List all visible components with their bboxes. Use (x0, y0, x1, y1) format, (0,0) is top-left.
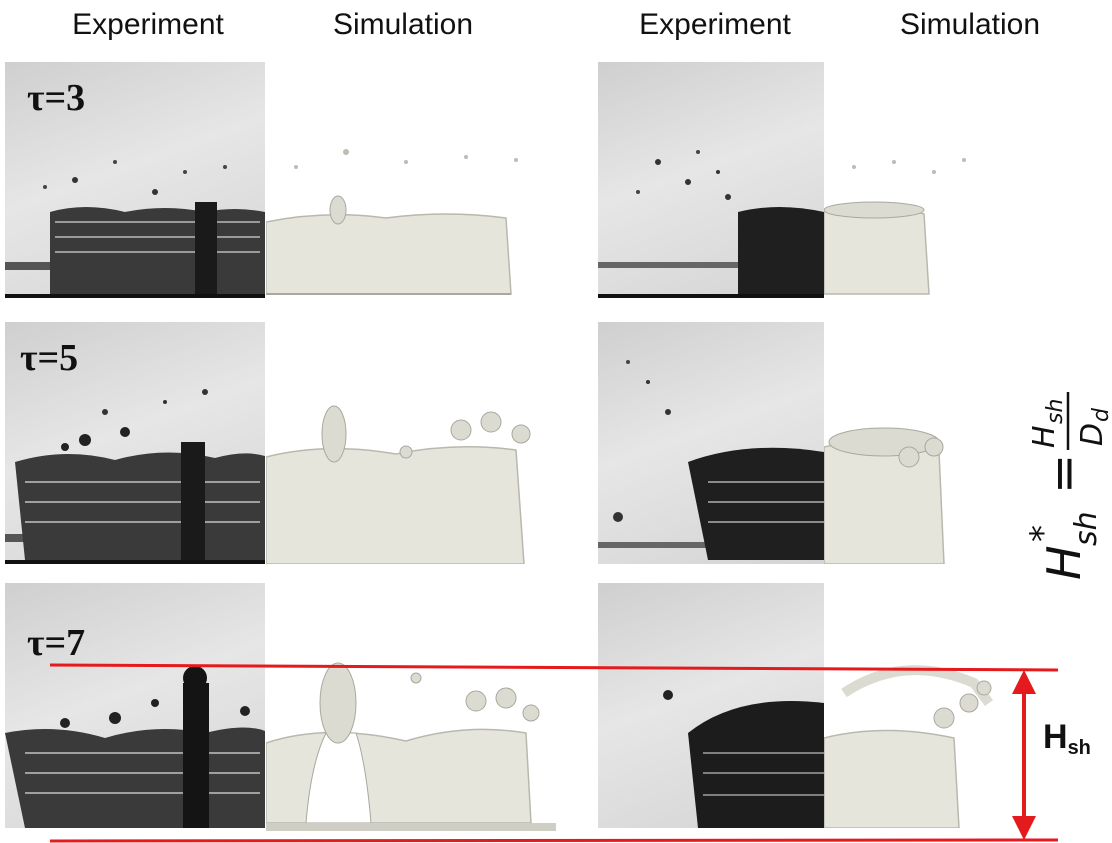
crown-splash-experiment (5, 160, 265, 298)
formula-lhs-sup: * (1023, 525, 1063, 542)
header-experiment-left: Experiment (72, 8, 224, 41)
header-simulation-right: Simulation (899, 8, 1041, 41)
height-arrow-head-up (1012, 670, 1036, 694)
experiment-photo-right-row3 (598, 583, 824, 828)
simulation-render-left-row3 (266, 583, 556, 835)
bottom-reference-line (49, 838, 1059, 843)
crown-splash-experiment (663, 690, 824, 828)
tau-label-row1: τ=3 (27, 77, 86, 119)
simulation-render-right-row2 (824, 322, 974, 564)
crown-splash-simulation (824, 665, 993, 828)
simulation-render-right-row1 (824, 62, 974, 298)
crown-splash-experiment (598, 150, 824, 298)
simulation-render-right-row3 (824, 583, 994, 828)
experiment-photo-left-row1: τ=3 (5, 62, 265, 298)
crown-splash-simulation (824, 158, 966, 295)
formula-lhs-sub: sh (1069, 511, 1104, 546)
experiment-photo-left-row3: τ=7 (5, 583, 265, 828)
formula-svg: H sh * = H sh D d (1023, 392, 1112, 580)
header-experiment-right: Experiment (639, 8, 791, 41)
formula-numerator-sub: sh (1043, 399, 1068, 424)
crown-splash-experiment (598, 360, 824, 560)
header-simulation-left: Simulation (332, 8, 474, 41)
simulation-render-left-row1 (266, 62, 556, 298)
formula-lhs: H (1037, 545, 1091, 580)
simulation-render-left-row2 (266, 322, 556, 564)
tau-label-row2: τ=5 (20, 337, 79, 379)
tau-label-row3: τ=7 (27, 622, 86, 664)
formula-denominator-sub: d (1089, 407, 1112, 422)
normalized-height-formula: H sh * = H sh D d (1002, 350, 1112, 580)
experiment-photo-right-row2 (598, 322, 824, 564)
formula-equals: = (1036, 454, 1092, 494)
crown-splash-simulation (266, 149, 518, 295)
height-label: Hsh (1043, 718, 1091, 759)
formula-denominator: D (1075, 423, 1110, 446)
experiment-photo-right-row1 (598, 62, 824, 298)
crown-splash-experiment (5, 666, 265, 828)
crown-splash-simulation (266, 662, 556, 831)
crown-splash-simulation (266, 405, 531, 564)
crown-splash-experiment (5, 389, 265, 564)
experiment-photo-left-row2: τ=5 (5, 322, 265, 564)
formula-numerator: H (1027, 425, 1062, 448)
height-arrow-head-down (1012, 816, 1036, 840)
crown-splash-simulation (824, 427, 945, 564)
top-reference-line (49, 663, 1059, 672)
